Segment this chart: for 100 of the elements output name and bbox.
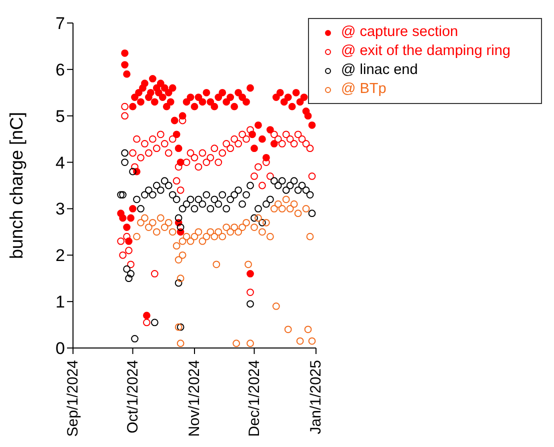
point bbox=[274, 182, 282, 190]
point bbox=[270, 205, 278, 212]
point bbox=[121, 102, 128, 110]
point bbox=[218, 232, 226, 240]
point bbox=[230, 135, 238, 143]
point bbox=[144, 224, 152, 231]
point bbox=[298, 182, 306, 190]
point bbox=[272, 302, 280, 310]
point bbox=[186, 238, 194, 245]
point bbox=[290, 140, 298, 148]
point bbox=[258, 218, 266, 226]
point bbox=[141, 214, 148, 222]
point bbox=[198, 200, 206, 208]
point bbox=[278, 177, 286, 185]
point bbox=[129, 168, 136, 176]
point bbox=[174, 256, 182, 264]
point bbox=[176, 224, 184, 231]
point bbox=[278, 205, 286, 212]
point bbox=[202, 191, 210, 198]
point bbox=[164, 149, 172, 157]
point bbox=[133, 232, 140, 240]
point bbox=[254, 205, 262, 212]
point bbox=[306, 144, 314, 152]
point bbox=[119, 191, 126, 198]
y-tick-label: 2 bbox=[56, 246, 65, 266]
point bbox=[274, 200, 282, 208]
point bbox=[160, 140, 168, 148]
point bbox=[164, 182, 172, 190]
x-tick-label: Nov/1/2024 bbox=[186, 360, 203, 437]
point bbox=[172, 242, 180, 250]
point bbox=[262, 218, 270, 226]
point bbox=[194, 163, 202, 171]
point bbox=[119, 251, 126, 259]
point bbox=[222, 224, 230, 231]
point bbox=[270, 177, 278, 185]
point bbox=[117, 238, 125, 245]
point bbox=[214, 200, 222, 208]
point bbox=[168, 135, 176, 143]
point bbox=[160, 177, 168, 185]
point bbox=[290, 200, 298, 208]
point bbox=[246, 340, 254, 348]
point bbox=[246, 126, 254, 134]
point bbox=[262, 200, 270, 208]
point bbox=[125, 246, 132, 254]
point bbox=[250, 214, 258, 222]
point bbox=[202, 232, 210, 240]
point bbox=[242, 135, 250, 143]
point bbox=[222, 140, 230, 148]
point bbox=[274, 135, 282, 143]
point bbox=[294, 186, 302, 194]
y-tick-label: 3 bbox=[56, 200, 65, 219]
point bbox=[206, 205, 214, 212]
x-tick-label: Dec/1/2024 bbox=[246, 360, 263, 437]
point bbox=[266, 172, 274, 180]
legend-label: @ BTp bbox=[341, 80, 386, 99]
point bbox=[258, 228, 266, 236]
point bbox=[294, 130, 302, 138]
point bbox=[144, 186, 152, 194]
point bbox=[294, 210, 302, 218]
point bbox=[117, 191, 125, 198]
point bbox=[308, 172, 316, 180]
point bbox=[210, 144, 218, 152]
point bbox=[182, 200, 190, 208]
point bbox=[230, 191, 238, 198]
point bbox=[131, 163, 138, 171]
point bbox=[254, 163, 262, 171]
point bbox=[198, 149, 206, 157]
point bbox=[178, 238, 186, 245]
point bbox=[262, 158, 270, 166]
point bbox=[178, 251, 186, 259]
y-tick-label: 6 bbox=[56, 60, 65, 80]
point bbox=[234, 186, 242, 194]
point bbox=[152, 182, 160, 190]
point bbox=[174, 214, 182, 222]
point bbox=[282, 186, 290, 194]
point bbox=[212, 260, 220, 268]
point bbox=[186, 196, 194, 204]
point bbox=[250, 224, 258, 231]
point bbox=[125, 274, 132, 282]
point bbox=[230, 224, 238, 231]
point bbox=[198, 238, 206, 245]
legend-label: @ linac end bbox=[341, 61, 418, 80]
point bbox=[222, 205, 230, 212]
point bbox=[286, 205, 294, 212]
point bbox=[148, 135, 156, 143]
point bbox=[137, 218, 144, 226]
point bbox=[156, 130, 164, 138]
point bbox=[226, 196, 234, 204]
point bbox=[238, 224, 246, 231]
point bbox=[190, 154, 198, 162]
point bbox=[194, 228, 202, 236]
point bbox=[172, 177, 180, 185]
point bbox=[244, 260, 252, 268]
point bbox=[160, 224, 168, 231]
point bbox=[141, 140, 148, 148]
point bbox=[246, 288, 254, 296]
point bbox=[218, 191, 226, 198]
point bbox=[150, 270, 158, 278]
point bbox=[254, 214, 262, 222]
point bbox=[148, 191, 156, 198]
